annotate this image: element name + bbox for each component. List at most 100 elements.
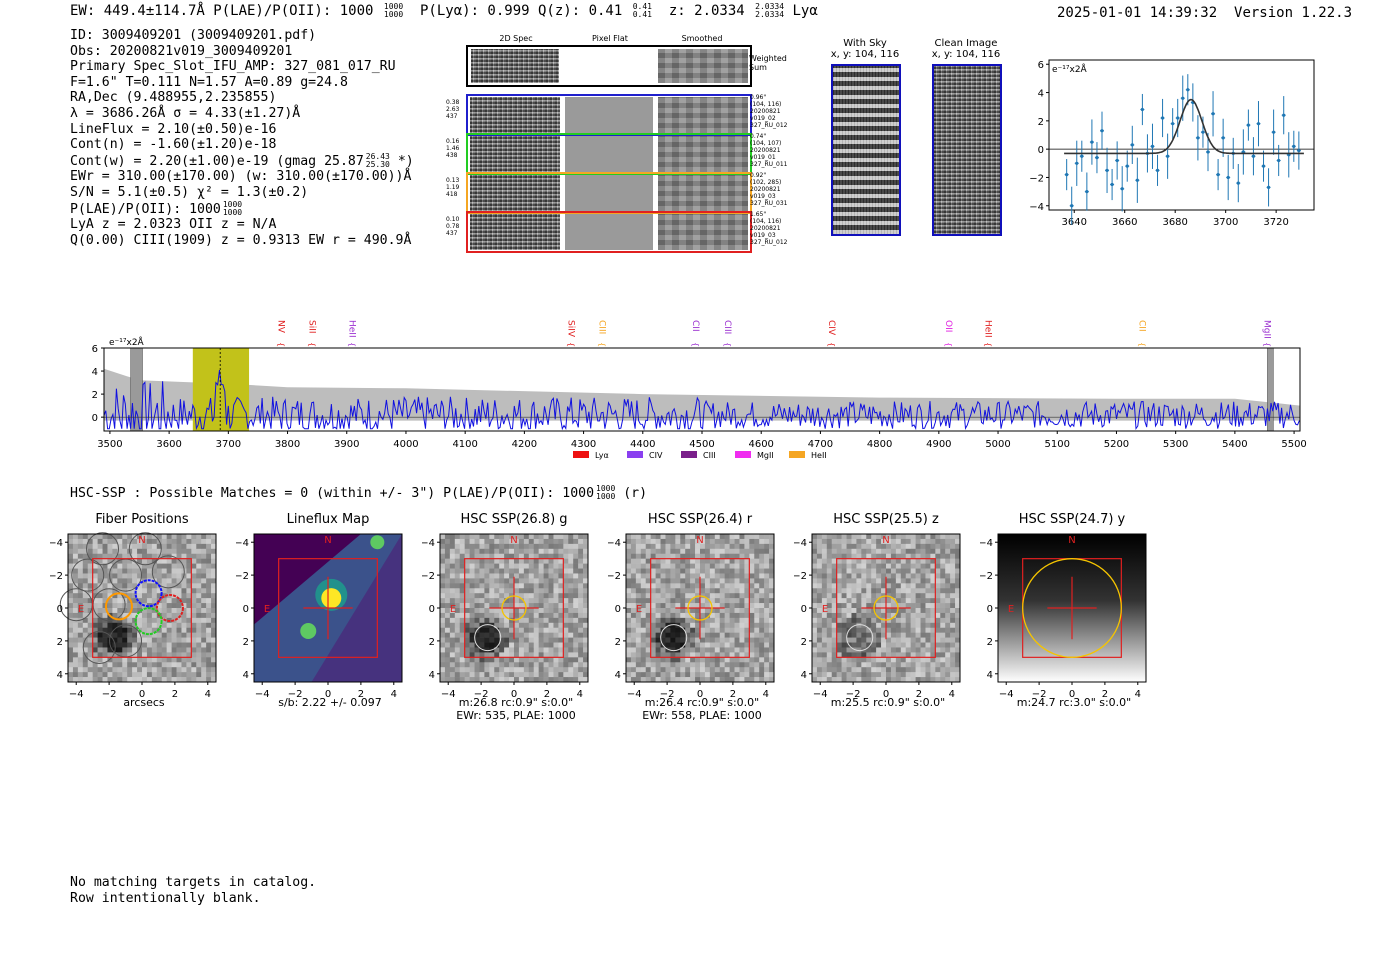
image-pixel (635, 622, 642, 629)
image-pixel (518, 534, 525, 540)
image-pixel (514, 652, 520, 658)
image-pixel (861, 553, 867, 559)
image-pixel (87, 657, 93, 663)
image-pixel (102, 553, 108, 559)
image-pixel (469, 662, 475, 668)
image-pixel (821, 588, 828, 594)
image-pixel (459, 657, 465, 663)
image-pixel (856, 677, 862, 683)
image-pixel (955, 578, 961, 584)
image-pixel (176, 598, 182, 604)
image-pixel (558, 543, 564, 550)
image-pixel (626, 598, 632, 604)
image-pixel (528, 677, 535, 683)
image-pixel (920, 583, 926, 589)
image-pixel (744, 657, 750, 663)
line-highlight-band (192, 348, 250, 431)
image-pixel (538, 677, 544, 683)
image-pixel (709, 548, 716, 555)
image-pixel (630, 558, 637, 564)
image-pixel (518, 593, 525, 599)
fiber-circle-highlight (155, 594, 184, 622)
image-pixel (920, 627, 926, 633)
image-pixel (729, 617, 735, 624)
image-pixel (568, 568, 574, 574)
image-pixel (563, 598, 569, 604)
image-pixel (739, 534, 745, 540)
image-pixel (640, 657, 647, 663)
image-pixel (886, 538, 892, 545)
image-pixel (900, 627, 907, 633)
image-pixel (449, 667, 456, 673)
image-pixel (107, 588, 113, 594)
image-pixel (724, 632, 730, 638)
image-pixel (499, 677, 505, 683)
image-pixel (846, 617, 852, 624)
image-pixel (102, 578, 108, 584)
image-pixel (645, 612, 651, 619)
image-pixel (568, 534, 574, 540)
image-pixel (87, 583, 93, 589)
image-pixel (68, 534, 74, 540)
image-pixel (675, 672, 681, 678)
image-pixel (156, 588, 163, 594)
image-pixel (146, 662, 153, 668)
image-pixel (211, 553, 217, 559)
image-pixel (583, 662, 589, 668)
image-pixel (201, 573, 207, 579)
image-pixel (920, 647, 926, 653)
image-pixel (186, 608, 192, 614)
image-pixel (739, 538, 745, 545)
image-pixel (640, 617, 647, 624)
image-pixel (558, 642, 564, 648)
image-pixel (704, 627, 711, 633)
image-pixel (484, 637, 490, 643)
image-pixel (690, 662, 696, 668)
image-pixel (821, 617, 828, 624)
image-pixel (533, 593, 539, 599)
image-pixel (573, 622, 579, 629)
image-pixel (670, 672, 676, 678)
image-pixel (876, 593, 882, 599)
image-pixel (759, 642, 765, 648)
image-pixel (548, 593, 554, 599)
data-point (1196, 136, 1200, 140)
image-pixel (650, 612, 656, 619)
image-pixel (504, 662, 510, 668)
image-pixel (211, 593, 217, 599)
image-pixel (836, 627, 842, 633)
image-pixel (107, 598, 113, 604)
image-pixel (196, 568, 202, 574)
image-pixel (675, 608, 681, 614)
image-pixel (836, 612, 842, 619)
image-pixel (181, 622, 187, 629)
image-pixel (156, 608, 163, 614)
image-pixel (201, 617, 207, 624)
image-pixel (700, 647, 706, 653)
image-pixel (886, 657, 892, 663)
image-pixel (97, 553, 103, 559)
image-pixel (553, 543, 559, 550)
fiber-row-right-values: 0.96" (104, 116) 20200821 v019_02 327_RU_012 (750, 94, 788, 129)
image-pixel (831, 612, 837, 619)
image-pixel (695, 578, 701, 584)
image-pixel (528, 662, 535, 668)
image-pixel (583, 637, 589, 643)
image-pixel (851, 598, 857, 604)
line-marker-label: CIII (722, 320, 732, 334)
image-pixel (151, 563, 158, 569)
image-pixel (538, 662, 544, 668)
image-pixel (191, 637, 197, 643)
image-pixel (690, 637, 696, 643)
image-pixel (469, 647, 475, 653)
image-pixel (87, 568, 93, 574)
image-pixel (816, 662, 823, 668)
image-pixel (856, 588, 862, 594)
image-pixel (635, 632, 642, 638)
image-pixel (685, 637, 691, 643)
image-pixel (97, 622, 103, 629)
image-pixel (826, 672, 833, 678)
image-pixel (935, 667, 941, 673)
image-pixel (191, 583, 197, 589)
image-pixel (77, 657, 84, 663)
